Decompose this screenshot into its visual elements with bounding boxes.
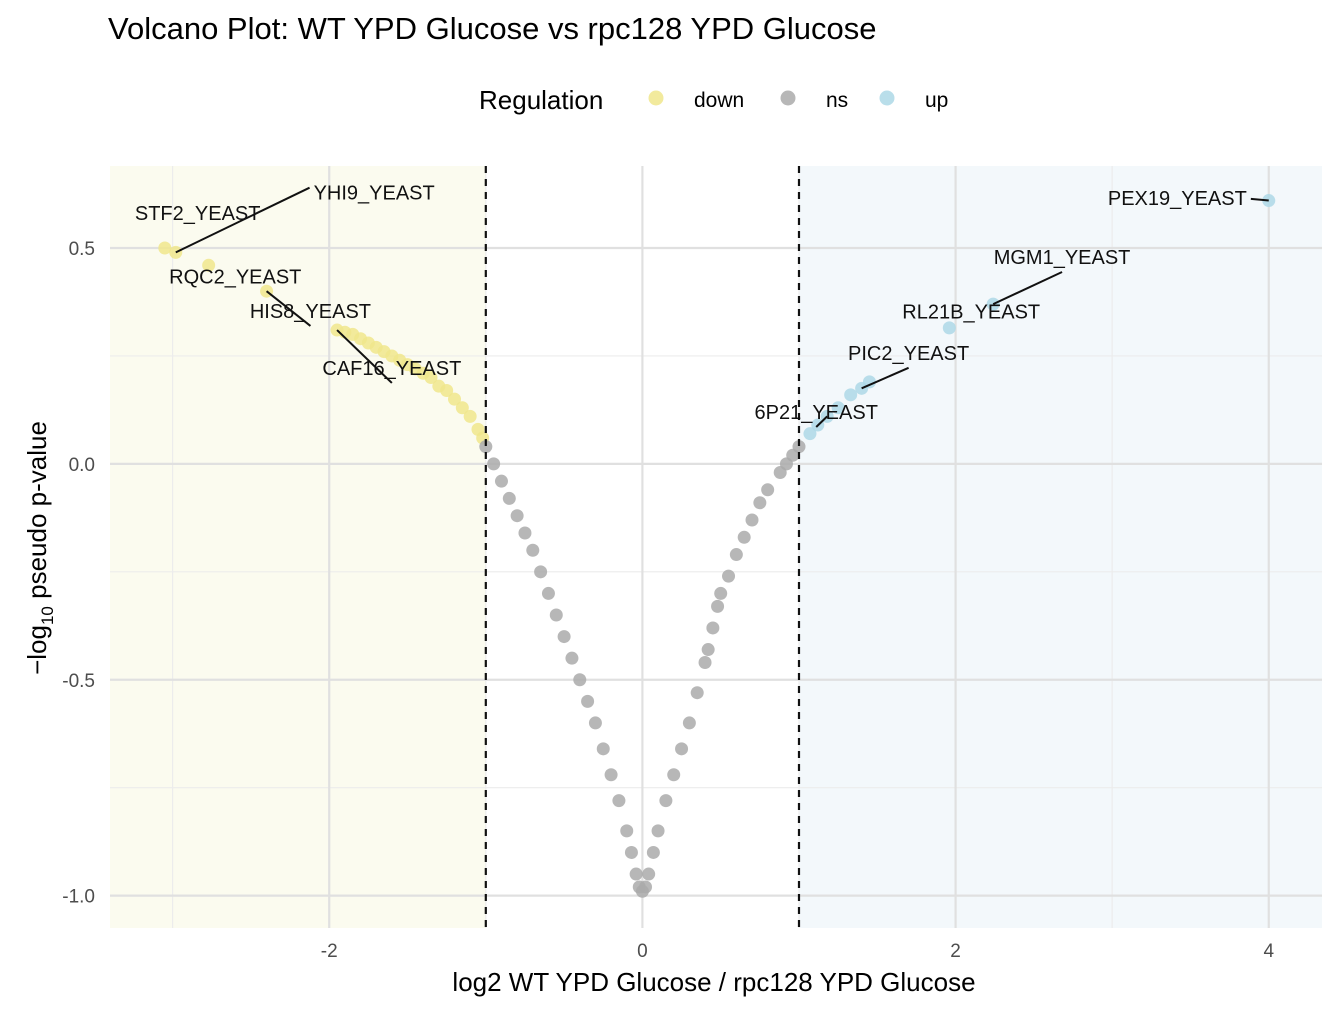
y-tick-label: -1.0 — [62, 887, 95, 908]
down-point — [463, 409, 477, 423]
ns-point — [541, 586, 555, 600]
y-tick-label: 0.0 — [69, 455, 95, 476]
label-connector — [992, 271, 1063, 306]
point-label: MGM1_YEAST — [994, 247, 1131, 269]
label-connector — [1250, 197, 1269, 202]
ns-point — [502, 491, 516, 505]
ns-point — [573, 673, 587, 687]
up-point — [831, 401, 845, 415]
ns-point — [494, 474, 508, 488]
ns-point — [620, 824, 634, 838]
label-connector — [336, 329, 393, 384]
ns-point — [722, 569, 736, 583]
ns-point — [675, 742, 689, 756]
x-tick-label: 4 — [1263, 941, 1274, 962]
ns-point — [682, 716, 696, 730]
down-point — [455, 401, 469, 415]
point-label: 6P21_YEAST — [755, 402, 878, 424]
down-point — [158, 241, 172, 255]
point-label: RQC2_YEAST — [169, 266, 301, 288]
up-region — [798, 166, 1322, 928]
up-point — [942, 321, 956, 335]
down-point — [424, 371, 438, 385]
down-point — [447, 392, 461, 406]
up-point — [844, 388, 858, 402]
x-axis-title: log2 WT YPD Glucose / rpc128 YPD Glucose — [452, 967, 975, 997]
ns-point — [714, 586, 728, 600]
ns-point — [690, 686, 704, 700]
ns-point — [639, 880, 653, 894]
up-point — [862, 375, 876, 389]
legend-title: Regulation — [479, 85, 603, 115]
x-axis: -2 0 2 4 — [321, 941, 1275, 962]
ns-point — [761, 483, 775, 497]
ns-point — [549, 608, 563, 622]
legend-down-label: down — [694, 89, 744, 112]
legend-up-swatch — [879, 90, 895, 106]
ns-point — [510, 509, 524, 523]
ns-point — [526, 543, 540, 557]
ns-point — [711, 599, 725, 613]
ns-point — [596, 742, 610, 756]
ns-point — [792, 440, 806, 454]
point-label: HIS8_YEAST — [250, 301, 371, 323]
down-point — [202, 258, 216, 272]
ns-point — [624, 845, 638, 859]
label-connector — [861, 366, 910, 390]
ns-point — [659, 794, 673, 808]
ns-point — [646, 845, 660, 859]
ns-point — [729, 548, 743, 562]
ns-point — [518, 526, 532, 540]
chart-title: Volcano Plot: WT YPD Glucose vs rpc128 Y… — [108, 11, 876, 46]
ns-point — [698, 655, 712, 669]
legend-ns-label: ns — [826, 89, 848, 112]
x-tick-label: 0 — [637, 941, 648, 962]
ns-point — [557, 630, 571, 644]
ns-point — [588, 716, 602, 730]
ns-point — [534, 565, 548, 579]
ns-point — [701, 643, 715, 657]
legend: Regulation down ns up — [479, 85, 948, 115]
legend-ns-swatch — [780, 90, 796, 106]
ns-point — [629, 867, 643, 881]
ns-point — [753, 496, 767, 510]
point-label: YHI9_YEAST — [314, 183, 435, 205]
y-tick-label: 0.5 — [69, 239, 95, 260]
up-point — [803, 427, 817, 441]
label-connector — [815, 415, 828, 428]
plot-area: STF2_YEAST YHI9_YEAST RQC2_YEAST HIS8_YEAST… — [110, 166, 1322, 928]
point-label: STF2_YEAST — [135, 203, 261, 225]
ns-point — [479, 440, 493, 454]
ns-point — [612, 794, 626, 808]
down-point — [440, 383, 454, 397]
ns-point — [737, 530, 751, 544]
point-label: CAF16_YEAST — [322, 358, 461, 380]
ns-point — [487, 457, 501, 471]
ns-point — [565, 651, 579, 665]
ns-point — [604, 768, 618, 782]
label-connector — [175, 186, 311, 254]
y-axis: -1.0 -0.5 0.0 0.5 — [62, 239, 95, 908]
legend-down-swatch — [648, 90, 664, 106]
ns-point — [706, 621, 720, 635]
point-label: RL21B_YEAST — [902, 301, 1040, 323]
x-tick-label: -2 — [321, 941, 338, 962]
y-tick-label: -0.5 — [62, 671, 95, 692]
ns-point — [581, 694, 595, 708]
ns-point — [642, 867, 656, 881]
x-tick-label: 2 — [950, 941, 961, 962]
ns-point — [651, 824, 665, 838]
legend-up-label: up — [925, 89, 948, 112]
point-label: PEX19_YEAST — [1108, 188, 1247, 210]
ns-point — [745, 513, 759, 527]
ns-point — [667, 768, 681, 782]
y-axis-title: −log10 pseudo p-value — [22, 421, 57, 675]
label-connector — [265, 290, 312, 327]
point-label: PIC2_YEAST — [848, 343, 969, 365]
